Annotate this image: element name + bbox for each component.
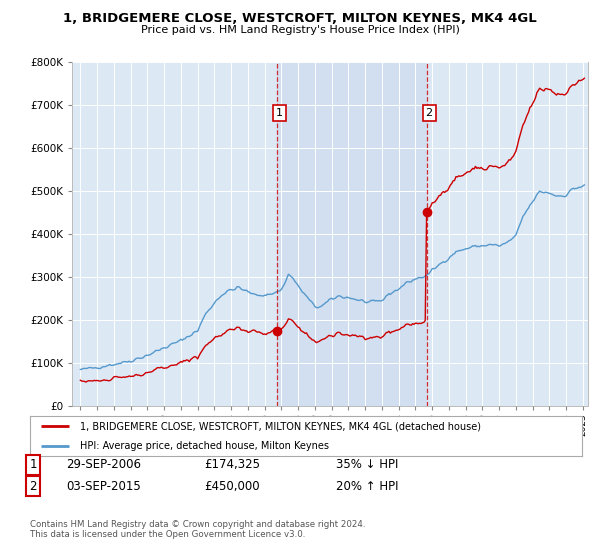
Text: Price paid vs. HM Land Registry's House Price Index (HPI): Price paid vs. HM Land Registry's House … (140, 25, 460, 35)
Text: 2: 2 (425, 108, 433, 118)
Text: 29-SEP-2006: 29-SEP-2006 (66, 458, 141, 472)
Text: HPI: Average price, detached house, Milton Keynes: HPI: Average price, detached house, Milt… (80, 441, 329, 451)
Text: £450,000: £450,000 (204, 479, 260, 493)
Text: 1: 1 (29, 458, 37, 472)
Bar (277, 62, 427, 406)
Text: 20% ↑ HPI: 20% ↑ HPI (336, 479, 398, 493)
Text: 03-SEP-2015: 03-SEP-2015 (66, 479, 141, 493)
Text: 1: 1 (276, 108, 283, 118)
Text: 2: 2 (29, 479, 37, 493)
Text: 35% ↓ HPI: 35% ↓ HPI (336, 458, 398, 472)
Text: Contains HM Land Registry data © Crown copyright and database right 2024.
This d: Contains HM Land Registry data © Crown c… (30, 520, 365, 539)
Text: £174,325: £174,325 (204, 458, 260, 472)
Text: 1, BRIDGEMERE CLOSE, WESTCROFT, MILTON KEYNES, MK4 4GL: 1, BRIDGEMERE CLOSE, WESTCROFT, MILTON K… (63, 12, 537, 25)
Text: 1, BRIDGEMERE CLOSE, WESTCROFT, MILTON KEYNES, MK4 4GL (detached house): 1, BRIDGEMERE CLOSE, WESTCROFT, MILTON K… (80, 421, 481, 431)
